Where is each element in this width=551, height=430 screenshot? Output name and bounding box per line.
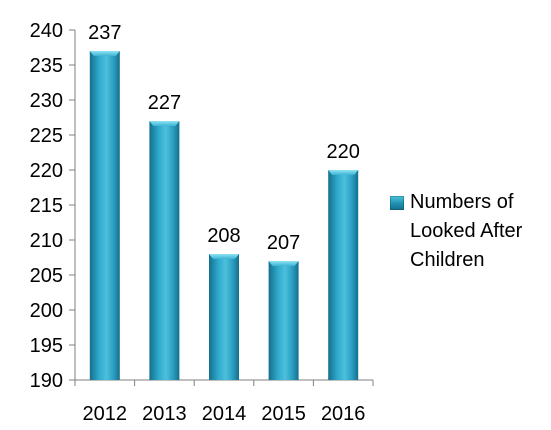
y-tick-label: 225 <box>30 125 63 147</box>
y-tick-label: 210 <box>30 230 63 252</box>
data-label: 237 <box>88 22 121 44</box>
bar-cap <box>209 254 239 259</box>
y-tick-label: 200 <box>30 300 63 322</box>
x-tick-label: 2016 <box>321 403 366 425</box>
bar-cap <box>149 121 180 126</box>
y-tick-label: 230 <box>30 90 63 112</box>
bar <box>149 121 180 380</box>
y-tick-label: 220 <box>30 160 63 182</box>
bar-cap <box>89 51 120 56</box>
x-tick-label: 2012 <box>83 403 128 425</box>
data-label: 220 <box>327 141 360 163</box>
y-tick-label: 190 <box>30 370 63 392</box>
data-label: 208 <box>207 225 240 247</box>
legend-swatch <box>390 196 404 210</box>
data-label: 207 <box>267 232 300 254</box>
data-labels: 237 227 208 207 220 <box>88 22 360 254</box>
bars <box>89 51 359 380</box>
bar <box>268 261 299 380</box>
y-tick-label: 205 <box>30 265 63 287</box>
legend-label: Numbers of Looked After Children <box>410 191 523 271</box>
y-tick-label: 240 <box>30 20 63 42</box>
legend: Numbers of Looked After Children <box>390 188 550 275</box>
x-tick-label: 2015 <box>261 403 306 425</box>
axes: 190 195 200 205 210 215 220 225 230 235 240 2012 201… <box>30 20 374 425</box>
bar-cap <box>268 261 299 266</box>
bar <box>89 51 120 380</box>
x-tick-label: 2013 <box>142 403 187 425</box>
y-tick-label: 235 <box>30 55 63 77</box>
y-tick-label: 215 <box>30 195 63 217</box>
x-tick-label: 2014 <box>202 403 247 425</box>
bar-cap <box>328 170 359 175</box>
data-label: 227 <box>148 92 181 114</box>
y-tick-label: 195 <box>30 335 63 357</box>
bar <box>209 254 239 380</box>
bar <box>328 170 359 380</box>
